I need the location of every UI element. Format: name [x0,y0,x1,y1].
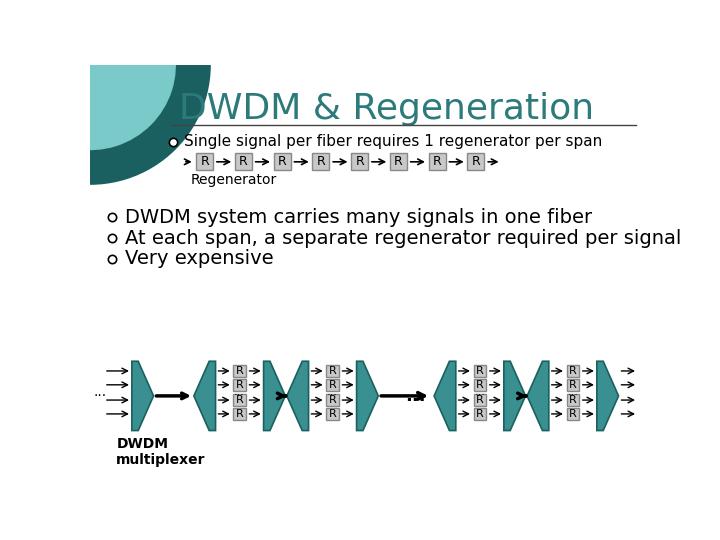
Text: R: R [356,156,364,168]
Text: Regenerator: Regenerator [191,173,277,187]
Text: DWDM system carries many signals in one fiber: DWDM system carries many signals in one … [125,208,592,227]
FancyBboxPatch shape [326,379,339,391]
FancyBboxPatch shape [474,379,486,391]
Text: ...: ... [474,387,485,397]
FancyBboxPatch shape [474,394,486,406]
FancyBboxPatch shape [312,153,330,170]
Polygon shape [132,361,153,430]
Text: ...: ... [405,387,426,405]
Text: Very expensive: Very expensive [125,249,274,268]
Text: R: R [329,409,336,419]
Text: R: R [476,395,484,405]
Text: DWDM & Regeneration: DWDM & Regeneration [179,92,594,126]
Text: R: R [394,156,402,168]
FancyBboxPatch shape [567,408,579,420]
Text: R: R [235,395,243,405]
FancyBboxPatch shape [474,365,486,377]
Text: R: R [433,156,441,168]
Text: R: R [200,156,209,168]
Polygon shape [287,361,309,430]
Text: ...: ... [567,387,578,397]
FancyBboxPatch shape [351,153,368,170]
Text: ...: ... [94,384,107,399]
Polygon shape [434,361,456,430]
FancyBboxPatch shape [567,365,579,377]
Polygon shape [356,361,378,430]
FancyBboxPatch shape [235,153,252,170]
Polygon shape [264,361,285,430]
Text: R: R [569,395,577,405]
FancyBboxPatch shape [567,394,579,406]
Text: R: R [235,409,243,419]
FancyBboxPatch shape [233,365,246,377]
Polygon shape [504,361,526,430]
Text: R: R [569,380,577,390]
Text: R: R [476,380,484,390]
FancyBboxPatch shape [233,379,246,391]
Wedge shape [75,50,175,150]
Text: R: R [476,409,484,419]
FancyBboxPatch shape [233,394,246,406]
FancyBboxPatch shape [233,408,246,420]
Text: ...: ... [234,387,245,397]
Text: R: R [476,366,484,376]
Text: R: R [569,366,577,376]
FancyBboxPatch shape [428,153,446,170]
FancyBboxPatch shape [274,153,291,170]
Text: R: R [239,156,248,168]
Polygon shape [194,361,215,430]
FancyBboxPatch shape [474,408,486,420]
Text: R: R [235,366,243,376]
Polygon shape [597,361,618,430]
Text: ...: ... [327,387,338,397]
Text: R: R [329,366,336,376]
FancyBboxPatch shape [326,394,339,406]
Text: R: R [329,395,336,405]
Wedge shape [69,44,210,184]
Text: R: R [317,156,325,168]
Text: R: R [329,380,336,390]
Text: R: R [472,156,480,168]
Polygon shape [527,361,549,430]
Text: DWDM
multiplexer: DWDM multiplexer [117,437,206,467]
Text: R: R [278,156,287,168]
Text: R: R [569,409,577,419]
FancyBboxPatch shape [467,153,485,170]
FancyBboxPatch shape [390,153,407,170]
FancyBboxPatch shape [196,153,213,170]
Text: R: R [235,380,243,390]
FancyBboxPatch shape [326,365,339,377]
FancyBboxPatch shape [326,408,339,420]
FancyBboxPatch shape [567,379,579,391]
Text: At each span, a separate regenerator required per signal: At each span, a separate regenerator req… [125,228,681,247]
Text: Single signal per fiber requires 1 regenerator per span: Single signal per fiber requires 1 regen… [184,134,602,149]
